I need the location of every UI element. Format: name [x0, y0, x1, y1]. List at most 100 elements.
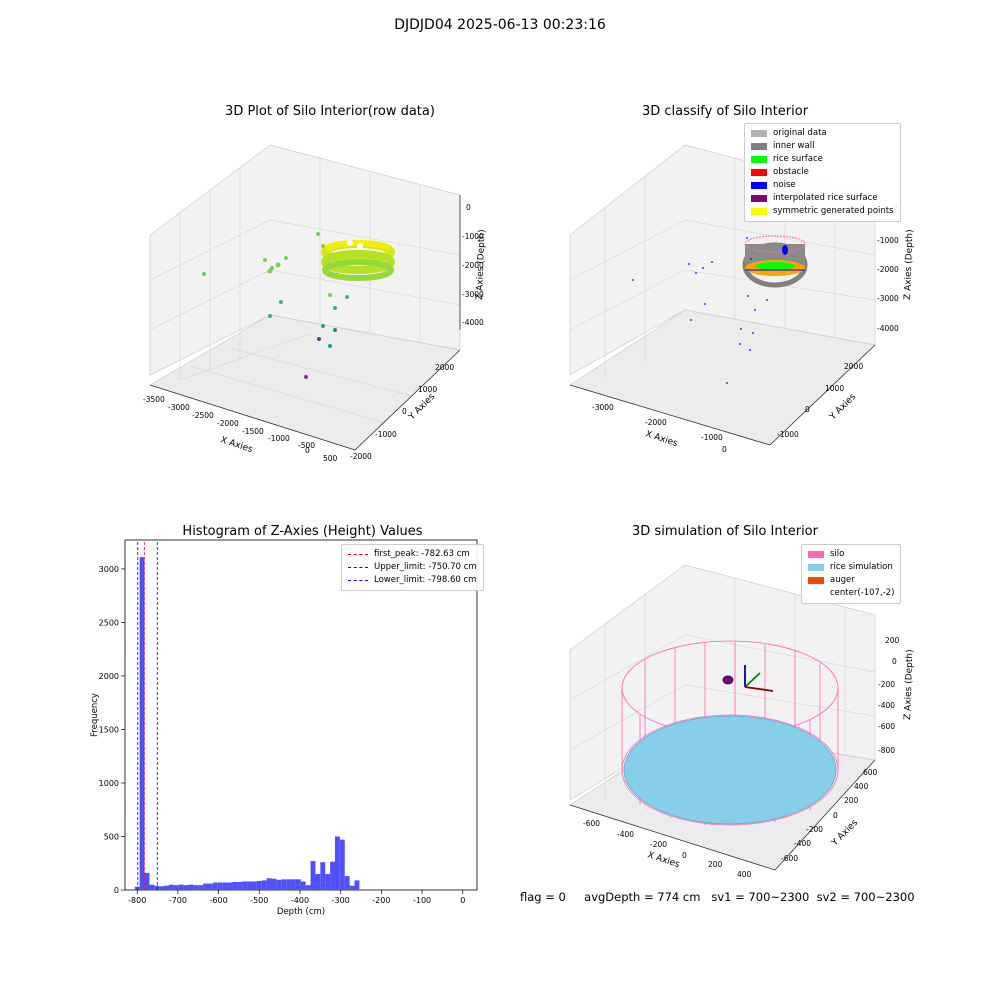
- svg-text:0: 0: [402, 407, 407, 416]
- svg-text:-600: -600: [781, 854, 798, 863]
- histogram-bar: [271, 878, 277, 890]
- svg-text:-1000: -1000: [877, 236, 899, 245]
- rice-surface: [623, 715, 837, 825]
- svg-text:2000: 2000: [844, 362, 863, 371]
- svg-text:-200: -200: [806, 825, 823, 834]
- classify-legend-entry: rice surface: [751, 153, 894, 166]
- histogram-bar: [291, 879, 296, 890]
- histogram-y-tick-label: 2500: [99, 618, 119, 627]
- svg-text:200: 200: [708, 860, 723, 869]
- flag-readout: flag = 0: [520, 890, 566, 904]
- histogram-y-ticks: 0 500 1000 1500 2000 2500 3000: [99, 565, 125, 895]
- svg-text:-600: -600: [583, 819, 600, 828]
- classify-legend-entry: noise: [751, 179, 894, 192]
- classify-legend-label: symmetric generated points: [773, 206, 894, 216]
- histogram-bar: [295, 879, 301, 890]
- histogram-legend: first_peak: -782.63 cm Upper_limit: -750.…: [341, 544, 484, 591]
- svg-text:-1000: -1000: [462, 232, 484, 241]
- svg-text:-2000: -2000: [462, 261, 484, 270]
- histogram-y-tick-label: 1500: [99, 725, 119, 734]
- classify-legend-label: obstacle: [773, 167, 809, 177]
- histogram-bar: [222, 882, 228, 890]
- simulation-legend-swatch: [808, 577, 824, 584]
- svg-text:-3000: -3000: [462, 290, 484, 299]
- simulation-legend-label: center(-107,-2): [830, 588, 895, 598]
- histogram-x-tick-label: -100: [413, 896, 431, 905]
- histogram-y-tick-label: 0: [114, 886, 119, 895]
- simulation-legend-swatch: [808, 564, 824, 571]
- histogram-bar: [139, 557, 145, 890]
- classify-legend-label: noise: [773, 180, 796, 190]
- svg-text:-400: -400: [878, 701, 895, 710]
- histogram-bar: [183, 885, 189, 890]
- svg-text:-3500: -3500: [143, 395, 165, 404]
- histogram-y-tick-label: 3000: [99, 565, 119, 574]
- classify-silo-points: [742, 235, 808, 288]
- classify-noise-points: [632, 237, 768, 384]
- classify-legend-label: original data: [773, 128, 827, 138]
- histogram-bar: [208, 883, 213, 890]
- histogram-bar: [159, 886, 165, 890]
- histogram-bar: [286, 879, 292, 890]
- simulation-z-label: Z Axies (Depth): [903, 649, 915, 720]
- raw-x-label: X Axies: [219, 435, 254, 455]
- simulation-legend-entry: center(-107,-2): [808, 587, 894, 600]
- histogram-x-ticks: -800 -700 -600 -500 -400 -300 -200 -100 0: [128, 890, 465, 905]
- svg-text:600: 600: [863, 768, 878, 777]
- simulation-y-label: Y Axies: [829, 818, 860, 849]
- classify-legend-entry: symmetric generated points: [751, 205, 894, 218]
- histogram-bar: [149, 884, 155, 890]
- simulation-legend-entry: silo: [808, 548, 894, 561]
- histogram-bar: [203, 883, 209, 890]
- histogram-bar: [134, 886, 140, 890]
- svg-text:-500: -500: [298, 441, 315, 450]
- svg-text:-600: -600: [878, 722, 895, 731]
- histogram-bar: [354, 880, 360, 890]
- classify-legend-entry: inner wall: [751, 140, 894, 153]
- simulation-title: 3D simulation of Silo Interior: [632, 524, 818, 539]
- histogram-chart: -800 -700 -600 -500 -400 -300 -200 -100 0 0 500 10…: [90, 539, 478, 917]
- sv2-readout: sv2 = 700~2300: [816, 890, 915, 904]
- svg-text:0: 0: [466, 203, 471, 212]
- svg-text:-1000: -1000: [268, 434, 290, 443]
- svg-text:-1500: -1500: [242, 427, 264, 436]
- raw-3d-plot: -3500-3000-2500-2000 -1500-1000-500 0500…: [143, 144, 487, 463]
- histogram-bar: [237, 881, 243, 890]
- histogram-bar: [217, 882, 223, 890]
- simulation-legend-entry: auger: [808, 574, 894, 587]
- svg-text:-3000: -3000: [168, 403, 190, 412]
- histogram-bar: [242, 881, 248, 890]
- svg-text:-400: -400: [617, 830, 634, 839]
- simulation-legend-swatch: [808, 590, 824, 597]
- histogram-bar: [164, 885, 169, 890]
- avg-depth-readout: avgDepth = 774 cm: [584, 890, 701, 904]
- simulation-legend-swatch: [808, 551, 824, 558]
- classify-x-label: X Axies: [644, 429, 679, 449]
- histogram-x-tick-label: -700: [169, 896, 187, 905]
- histogram-bar: [188, 884, 194, 890]
- svg-text:-4000: -4000: [877, 324, 899, 333]
- svg-text:-1000: -1000: [777, 430, 799, 439]
- svg-text:-2000: -2000: [877, 265, 899, 274]
- histogram-x-tick-label: -600: [210, 896, 228, 905]
- histogram-legend-swatch: [348, 567, 368, 568]
- svg-text:-2000: -2000: [217, 419, 239, 428]
- raw-scatter-points: [202, 232, 349, 379]
- histogram-bar: [261, 880, 267, 890]
- histogram-x-tick-label: 0: [460, 896, 465, 905]
- svg-text:0: 0: [682, 851, 687, 860]
- histogram-bar: [300, 881, 306, 890]
- simulation-legend: silo rice simulation auger center(-107,-2): [801, 544, 902, 604]
- raw-plot-title: 3D Plot of Silo Interior(row data): [225, 104, 435, 119]
- histogram-x-label: Depth (cm): [277, 907, 325, 917]
- svg-text:-2500: -2500: [192, 411, 214, 420]
- classify-legend-swatch: [751, 208, 767, 215]
- svg-text:1000: 1000: [418, 385, 437, 394]
- simulation-legend-entry: rice simulation: [808, 561, 894, 574]
- histogram-bar: [349, 885, 355, 890]
- histogram-bar: [247, 881, 252, 890]
- center-axes-glyph: [744, 665, 774, 692]
- svg-text:-800: -800: [878, 746, 895, 755]
- auger-marker: [722, 675, 734, 685]
- classify-legend-entry: original data: [751, 127, 894, 140]
